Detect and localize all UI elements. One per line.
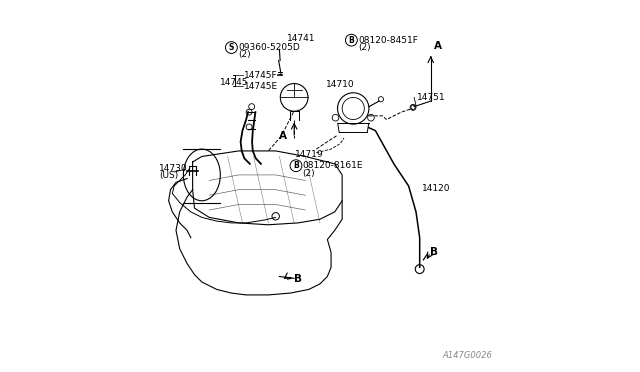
Text: 14741: 14741: [287, 34, 316, 43]
Text: (2): (2): [238, 51, 251, 60]
Text: 09360-5205D: 09360-5205D: [238, 43, 300, 52]
Text: S: S: [228, 43, 234, 52]
Text: B: B: [294, 274, 302, 284]
Text: A: A: [434, 41, 442, 51]
Text: 14730: 14730: [159, 164, 188, 173]
Text: 14719: 14719: [295, 150, 323, 159]
Text: B: B: [293, 161, 299, 170]
Text: 14745F: 14745F: [244, 71, 278, 80]
Text: (2): (2): [358, 43, 371, 52]
Text: 14745E: 14745E: [244, 82, 278, 91]
Text: 14751: 14751: [417, 93, 445, 102]
Text: B: B: [349, 36, 355, 45]
Text: 08120-8451F: 08120-8451F: [358, 36, 418, 45]
Text: (2): (2): [303, 169, 316, 177]
Text: 14710: 14710: [326, 80, 354, 89]
Text: (US): (US): [159, 171, 179, 180]
Text: A: A: [280, 131, 287, 141]
Text: 08120-8161E: 08120-8161E: [303, 161, 363, 170]
Text: B: B: [430, 247, 438, 257]
Text: 14745: 14745: [220, 78, 249, 87]
Text: 14120: 14120: [422, 185, 450, 193]
Text: A147G0026: A147G0026: [443, 351, 493, 360]
